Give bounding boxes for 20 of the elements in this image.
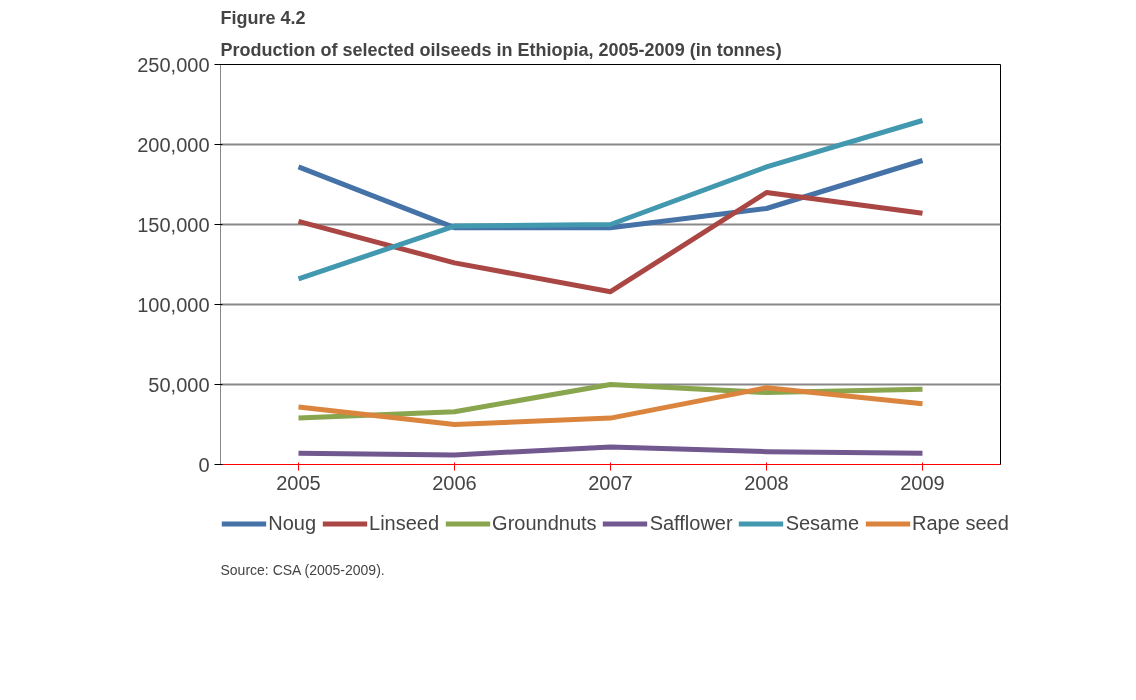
chart-title: Production of selected oilseeds in Ethiopia, 2005-2009 (in tonnes) <box>220 39 782 60</box>
chart-subtitle: Figure 4.2 <box>220 7 306 28</box>
y-tick-label: 200,000 <box>137 133 210 156</box>
x-tick-label: 2008 <box>744 471 789 494</box>
legend-label: Rape seed <box>912 511 1009 535</box>
legend-label: Safflower <box>649 511 733 535</box>
legend-label: Linseed <box>369 511 440 535</box>
y-tick-label: 0 <box>198 453 210 476</box>
legend-label: Noug <box>268 511 317 535</box>
y-tick-label: 250,000 <box>137 53 210 76</box>
x-tick-label: 2009 <box>900 471 945 494</box>
x-tick-label: 2005 <box>276 471 321 494</box>
x-tick-label: 2007 <box>588 471 633 494</box>
x-tick-label: 2006 <box>432 471 477 494</box>
legend-label: Groundnuts <box>492 511 597 535</box>
source-note: Source: CSA (2005-2009). <box>220 561 385 578</box>
legend-label: Sesame <box>785 511 860 535</box>
y-tick-label: 50,000 <box>148 373 210 396</box>
y-tick-label: 150,000 <box>137 213 210 236</box>
y-tick-label: 100,000 <box>137 293 210 316</box>
